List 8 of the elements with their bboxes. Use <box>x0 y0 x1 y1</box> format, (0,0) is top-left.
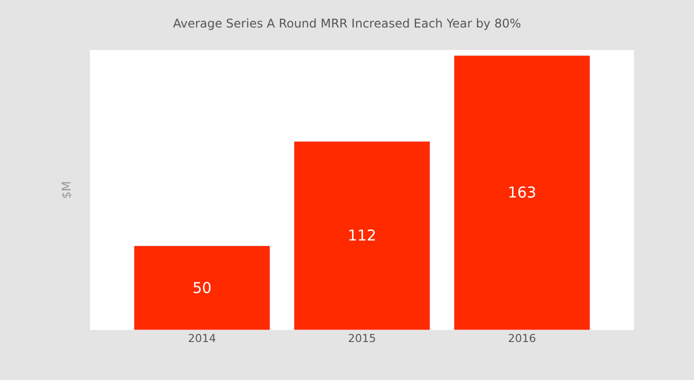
y-axis-title: $M <box>59 181 74 199</box>
x-tick-label: 2016 <box>508 332 536 345</box>
x-tick-label: 2014 <box>188 332 216 345</box>
chart-title: Average Series A Round MRR Increased Each Year by 80% <box>172 16 522 30</box>
data-label: 163 <box>508 184 536 202</box>
data-label: 50 <box>192 278 212 297</box>
x-tick-label: 2015 <box>348 332 376 345</box>
data-label: 112 <box>348 226 376 245</box>
